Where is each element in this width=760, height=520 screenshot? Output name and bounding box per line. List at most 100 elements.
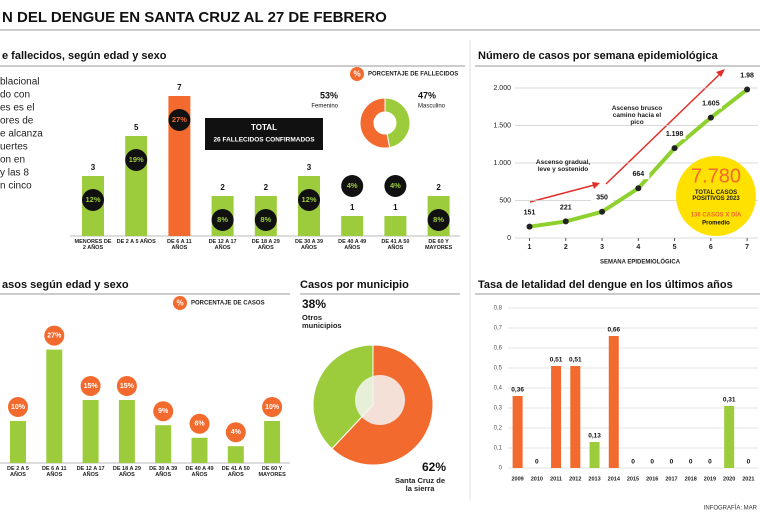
x-tick-label: 5 xyxy=(673,244,677,251)
percent-badge xyxy=(125,149,148,171)
percent-label: 12% xyxy=(85,195,100,204)
value-label: 10% xyxy=(11,404,26,411)
value-label: 0 xyxy=(689,459,693,466)
x-tick-label: 2014 xyxy=(608,476,621,482)
percent-badge xyxy=(80,376,101,396)
bar xyxy=(512,396,523,468)
x-tick-label: 2009 xyxy=(511,476,523,482)
donut-value: 47% xyxy=(418,90,436,100)
value-label: 2 xyxy=(264,183,269,192)
value-label: 151 xyxy=(524,210,536,217)
chart-title: Tasa de letalidad del dengue en los últi… xyxy=(478,279,733,291)
percent-label: 8% xyxy=(217,215,228,224)
legend-label: PORCENTAJE DE CASOS xyxy=(191,301,265,307)
value-label: 9% xyxy=(158,408,169,415)
x-tick-label: DE 30 A 39 AÑOS xyxy=(149,466,178,478)
y-tick-label: 0,6 xyxy=(494,346,503,352)
body-text: do con xyxy=(0,90,30,101)
percent-badge xyxy=(153,401,174,422)
x-tick-label: 6 xyxy=(709,244,713,251)
point xyxy=(671,145,678,152)
x-tick-label: DE 18 A 29 AÑOS xyxy=(112,466,141,478)
percent-label: 12% xyxy=(301,195,316,204)
percent-badge xyxy=(82,189,104,211)
percent-badge xyxy=(211,209,234,231)
y-tick-label: 0,8 xyxy=(494,306,503,312)
value-label: 0,66 xyxy=(607,327,620,334)
bar xyxy=(608,336,619,468)
x-tick-label: 2016 xyxy=(646,476,658,482)
percent-label: 19% xyxy=(129,155,144,164)
donut-value: 53% xyxy=(320,90,338,100)
value-label: 664 xyxy=(632,171,644,178)
value-label: 2 xyxy=(220,183,225,192)
chart-title: e fallecidos, según edad y sexo xyxy=(2,50,167,62)
label-bg xyxy=(518,207,541,218)
x-tick-label: 2012 xyxy=(569,476,581,482)
body-text: uertes xyxy=(0,142,28,153)
legend-symbol: % xyxy=(176,299,183,308)
value-label: 10% xyxy=(265,404,280,411)
percent-label: 8% xyxy=(260,215,271,224)
y-tick-label: 500 xyxy=(499,197,511,204)
x-tick-label: 2017 xyxy=(665,476,677,482)
x-tick-label: 2 xyxy=(564,244,568,251)
y-tick-label: 0,4 xyxy=(494,386,503,392)
value-label: 4% xyxy=(231,429,242,436)
value-label: 2 xyxy=(436,183,441,192)
value-label: 0 xyxy=(631,459,635,466)
percent-badge xyxy=(384,175,407,197)
label-bg xyxy=(591,192,614,203)
x-tick-label: 2010 xyxy=(531,476,543,482)
percent-label: 4% xyxy=(390,181,401,190)
x-tick-label: MENORES DE 2 AÑOS xyxy=(74,239,112,251)
pie-value: 38% xyxy=(302,297,326,311)
value-label: 5 xyxy=(134,123,139,132)
annotation: Ascenso gradual, leve y sostenido xyxy=(535,159,591,173)
y-tick-label: 1.000 xyxy=(493,160,511,167)
value-label: 0 xyxy=(535,459,539,466)
x-tick-label: DE 60 Y MAYORES xyxy=(258,466,286,478)
body-text: es es el xyxy=(0,103,34,114)
x-tick-label: DE 6 A 11 AÑOS xyxy=(41,466,67,478)
body-text: e alcanza xyxy=(0,129,43,140)
pie-label: Otros municipios xyxy=(302,313,342,330)
x-tick-label: 2013 xyxy=(588,476,600,482)
total-text: 26 FALLECIDOS CONFIRMADOS xyxy=(213,137,315,144)
bar xyxy=(227,446,244,463)
percent-badge xyxy=(225,422,246,443)
footer: INFOGRAFÍA: MAR xyxy=(704,505,758,512)
x-tick-label: 2020 xyxy=(723,476,735,482)
x-axis-label: SEMANA EPIDEMIOLÓGICA xyxy=(600,258,681,266)
body-text: blacional xyxy=(0,77,39,88)
x-tick-label: DE 40 A 49 AÑOS xyxy=(185,466,214,478)
value-label: 0 xyxy=(747,459,751,466)
y-tick-label: 1.500 xyxy=(493,122,511,129)
value-label: 15% xyxy=(84,383,99,390)
chart-title: Casos por municipio xyxy=(300,279,409,291)
point xyxy=(635,185,642,192)
page-title: N DEL DENGUE EN SANTA CRUZ AL 27 DE FEBR… xyxy=(2,9,387,26)
label-bg xyxy=(663,129,686,140)
callout-label: TOTAL CASOS POSITIVOS 2023 xyxy=(692,190,740,203)
percent-label: 8% xyxy=(433,215,444,224)
y-tick-label: 0,5 xyxy=(494,366,503,372)
trend-arrow xyxy=(529,183,599,203)
x-tick-label: 2018 xyxy=(685,476,697,482)
callout-note: Promedio xyxy=(702,221,730,227)
percent-badge xyxy=(254,209,277,231)
y-tick-label: 0 xyxy=(499,466,503,472)
label-bg xyxy=(554,202,577,213)
percent-badge xyxy=(427,209,450,231)
donut-label: Femenino xyxy=(311,104,338,110)
x-tick-label: DE 2 A 5 AÑOS xyxy=(116,239,156,245)
y-tick-label: 0,1 xyxy=(494,446,503,452)
x-tick-label: 7 xyxy=(745,244,749,251)
callout-bg xyxy=(676,156,756,236)
pie-label: Santa Cruz de la sierra xyxy=(394,476,445,493)
callout-value: 7.780 xyxy=(691,165,741,187)
value-label: 1.198 xyxy=(666,131,684,138)
value-label: 0,36 xyxy=(511,387,524,394)
point xyxy=(562,218,569,225)
